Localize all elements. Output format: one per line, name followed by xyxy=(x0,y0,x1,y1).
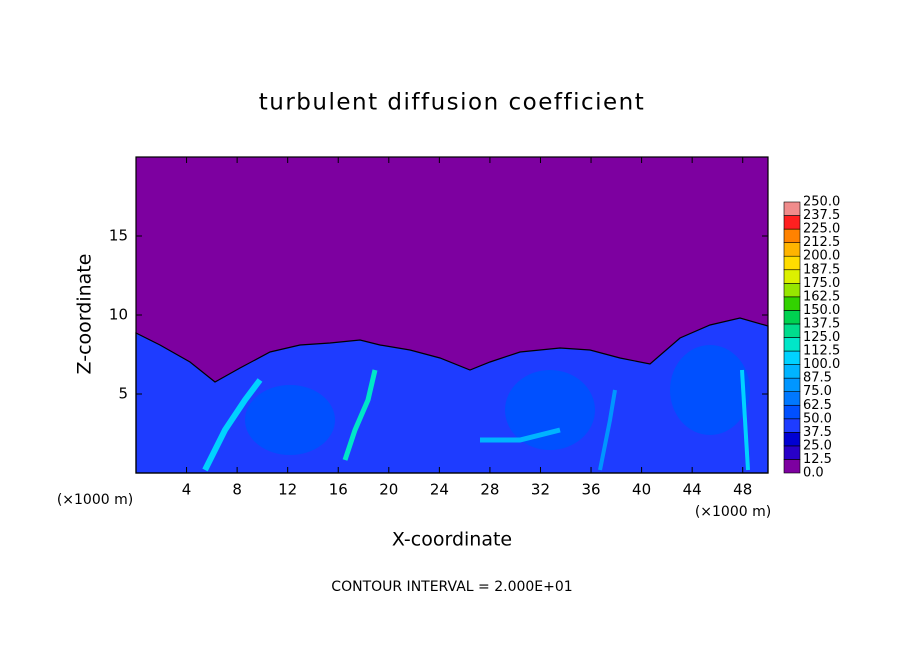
colorbar-label: 87.5 xyxy=(803,371,832,386)
colorbar-bin xyxy=(783,201,801,216)
x-tick-label: 12 xyxy=(278,481,297,499)
y-axis-label: Z-coordinate xyxy=(74,254,96,375)
colorbar-label: 162.5 xyxy=(803,289,840,304)
colorbar-bin xyxy=(783,269,801,284)
colorbar-label: 187.5 xyxy=(803,262,840,277)
y-tick-label: 10 xyxy=(109,306,128,324)
colorbar-label: 200.0 xyxy=(803,249,840,264)
colorbar-label: 62.5 xyxy=(803,398,832,413)
x-tick-label: 48 xyxy=(733,481,752,499)
field-patch xyxy=(245,385,335,455)
y-tick-label: 15 xyxy=(109,227,128,245)
x-tick-label: 36 xyxy=(581,481,600,499)
x-unit-label: (×1000 m) xyxy=(695,504,771,520)
colorbar-label: 250.0 xyxy=(803,195,840,210)
colorbar-label: 125.0 xyxy=(803,330,840,345)
colorbar-bin xyxy=(783,418,801,433)
x-tick-label: 32 xyxy=(531,481,550,499)
x-tick-label: 24 xyxy=(430,481,449,499)
colorbar-label: 150.0 xyxy=(803,303,840,318)
colorbar-bin xyxy=(783,459,801,474)
field-streak xyxy=(740,369,750,471)
colorbar-bin xyxy=(783,228,801,243)
field-streak xyxy=(480,427,561,443)
x-axis-label: X-coordinate xyxy=(392,529,512,551)
x-tick-label: 20 xyxy=(379,481,398,499)
colorbar-label: 0.0 xyxy=(803,466,824,481)
colorbar-label: 50.0 xyxy=(803,411,832,426)
colorbar-bin xyxy=(783,432,801,447)
field-patch xyxy=(505,370,595,450)
colorbar-label: 37.5 xyxy=(803,425,832,440)
colorbar-label: 75.0 xyxy=(803,384,832,399)
colorbar-bin xyxy=(783,296,801,311)
colorbar-bin xyxy=(783,445,801,460)
colorbar-bin xyxy=(783,310,801,325)
colorbar-bin xyxy=(783,350,801,365)
field-patch xyxy=(670,345,750,435)
x-tick-label: 8 xyxy=(232,481,242,499)
x-unit-label: (×1000 m) xyxy=(57,492,133,508)
colorbar-bin xyxy=(783,337,801,352)
field-streak xyxy=(202,378,263,472)
y-tick-label: 5 xyxy=(118,385,128,403)
colorbar-label: 100.0 xyxy=(803,357,840,372)
field-streak xyxy=(342,369,378,461)
colorbar-label: 137.5 xyxy=(803,316,840,331)
colorbar-bin xyxy=(783,377,801,392)
colorbar-bin xyxy=(783,255,801,271)
colorbar-label: 237.5 xyxy=(803,208,840,223)
colorbar-label: 112.5 xyxy=(803,344,840,359)
x-tick-label: 40 xyxy=(632,481,651,499)
colorbar-label: 175.0 xyxy=(803,276,840,291)
colorbar-label: 225.0 xyxy=(803,222,840,237)
colorbar-bin xyxy=(783,364,801,379)
colorbar-bin xyxy=(783,391,801,406)
x-tick-label: 16 xyxy=(329,481,348,499)
field xyxy=(135,157,769,474)
colorbar-label: 212.5 xyxy=(803,235,840,250)
colorbar-bin xyxy=(783,404,801,420)
colorbar-label: 12.5 xyxy=(803,452,832,467)
colorbar-bin xyxy=(783,323,801,338)
colorbar-bin xyxy=(783,215,801,230)
x-tick-label: 4 xyxy=(182,481,192,499)
chart-title: turbulent diffusion coefficient xyxy=(259,90,646,116)
colorbar-bin xyxy=(783,242,801,257)
colorbar-label: 25.0 xyxy=(803,438,832,453)
colorbar-bin xyxy=(783,282,801,298)
field-streak xyxy=(598,389,617,471)
x-tick-label: 44 xyxy=(683,481,702,499)
footer-note: CONTOUR INTERVAL = 2.000E+01 xyxy=(331,579,572,595)
x-tick-label: 28 xyxy=(480,481,499,499)
